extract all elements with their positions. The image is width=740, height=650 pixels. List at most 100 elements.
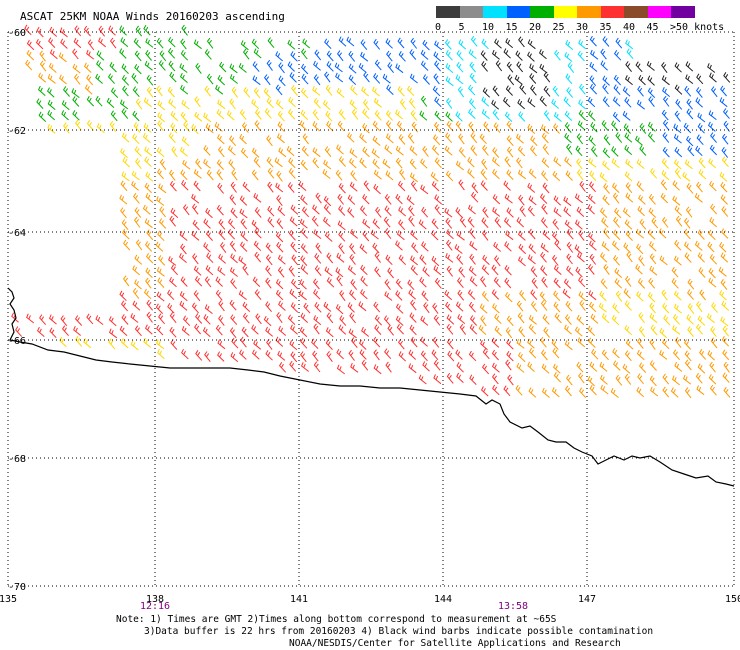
wind-barb-icon <box>323 159 332 170</box>
wind-barb-icon <box>554 49 561 61</box>
wind-barb-icon <box>349 254 356 265</box>
wind-barb-icon <box>156 168 164 180</box>
wind-barb-icon <box>431 349 439 361</box>
wind-barb-icon <box>481 229 489 241</box>
wind-barb-icon <box>481 38 489 50</box>
wind-barb-icon <box>564 385 572 397</box>
wind-barb-icon <box>493 122 501 134</box>
wind-barb-icon <box>110 110 118 122</box>
wind-barb-icon <box>422 39 430 51</box>
wind-barb-icon <box>397 180 406 192</box>
wind-barb-icon <box>614 278 623 289</box>
wind-barb-icon <box>383 315 391 327</box>
wind-barb-icon <box>636 159 645 169</box>
wind-barb-icon <box>134 207 142 218</box>
wind-barb-icon <box>60 38 68 49</box>
wind-barb-icon <box>564 122 572 133</box>
wind-barb-icon <box>313 60 321 71</box>
wind-barb-icon <box>215 84 224 95</box>
wind-barb-icon <box>675 215 683 227</box>
wind-barb-icon <box>626 48 634 60</box>
wind-barb-icon <box>239 195 248 206</box>
wind-barb-icon <box>709 72 717 83</box>
wind-barb-icon <box>541 276 548 288</box>
wind-barb-icon <box>636 349 645 361</box>
wind-barb-icon <box>58 52 67 63</box>
wind-barb-icon <box>169 276 177 288</box>
wind-barb-icon <box>360 51 369 62</box>
wind-barb-icon <box>179 146 188 157</box>
wind-barb-icon <box>639 123 647 134</box>
wind-barb-icon <box>191 123 199 135</box>
wind-barb-icon <box>540 124 549 134</box>
wind-barb-icon <box>87 39 95 51</box>
wind-barb-icon <box>695 372 703 384</box>
wind-barb-icon <box>540 251 547 263</box>
scale-swatch <box>624 6 648 18</box>
wind-barb-icon <box>229 135 237 147</box>
wind-barb-icon <box>420 158 428 169</box>
wind-barb-icon <box>143 288 152 300</box>
wind-barb-icon <box>241 326 249 338</box>
wind-barb-icon <box>480 50 488 61</box>
wind-barb-icon <box>650 386 659 397</box>
wind-barb-icon <box>193 180 201 192</box>
wind-barb-icon <box>169 326 177 338</box>
wind-barb-icon <box>478 324 487 335</box>
wind-barb-icon <box>217 351 225 362</box>
wind-barb-icon <box>672 349 680 361</box>
wind-barb-icon <box>301 73 309 85</box>
wind-barb-icon <box>275 84 283 96</box>
wind-barb-icon <box>229 327 237 339</box>
wind-barb-icon <box>142 132 151 143</box>
wind-barb-icon <box>430 171 439 182</box>
wind-barb-icon <box>541 132 549 144</box>
wind-barb-icon <box>217 339 226 350</box>
wind-barb-icon <box>252 276 261 287</box>
wind-barb-icon <box>231 169 238 181</box>
wind-barb-icon <box>434 157 442 169</box>
wind-barb-icon <box>649 168 658 179</box>
wind-barb-icon <box>506 135 514 147</box>
wind-barb-icon <box>61 325 69 337</box>
wind-barb-icon <box>686 98 693 110</box>
wind-barb-icon <box>359 243 368 254</box>
wind-barb-icon <box>385 361 392 373</box>
wind-barb-icon <box>74 315 83 326</box>
wind-barb-icon <box>218 300 225 312</box>
wind-barb-icon <box>195 158 202 170</box>
wind-barb-icon <box>239 133 247 145</box>
wind-barb-icon <box>143 337 152 348</box>
wind-barb-icon <box>122 275 130 287</box>
wind-barb-icon <box>432 134 441 146</box>
wind-barb-icon <box>122 85 129 97</box>
wind-barb-icon <box>338 243 345 254</box>
wind-barb-icon <box>349 99 358 110</box>
wind-barb-icon <box>540 349 548 361</box>
wind-barb-icon <box>517 230 526 241</box>
wind-barb-icon <box>710 86 718 98</box>
scale-swatch <box>530 6 554 18</box>
wind-barb-icon <box>432 302 439 314</box>
wind-barb-icon <box>457 86 465 98</box>
wind-barb-icon <box>384 291 393 301</box>
wind-barb-icon <box>455 160 465 171</box>
wind-barb-icon <box>527 97 536 108</box>
wind-barb-icon <box>134 50 142 62</box>
wind-barb-icon <box>687 278 695 290</box>
wind-barb-icon <box>589 170 597 182</box>
wind-barb-icon <box>697 123 705 134</box>
wind-barb-icon <box>638 312 645 324</box>
wind-barb-icon <box>553 156 562 167</box>
wind-barb-icon <box>242 48 250 60</box>
wind-barb-icon <box>84 84 93 95</box>
wind-barb-icon <box>588 337 596 348</box>
wind-barb-icon <box>612 96 621 107</box>
wind-barb-icon <box>670 387 679 398</box>
wind-barb-icon <box>373 97 382 108</box>
wind-barb-icon <box>590 313 599 324</box>
wind-barb-icon <box>193 290 201 302</box>
wind-barb-icon <box>350 170 357 182</box>
wind-barb-icon <box>216 134 225 145</box>
wind-barb-icon <box>494 313 502 325</box>
